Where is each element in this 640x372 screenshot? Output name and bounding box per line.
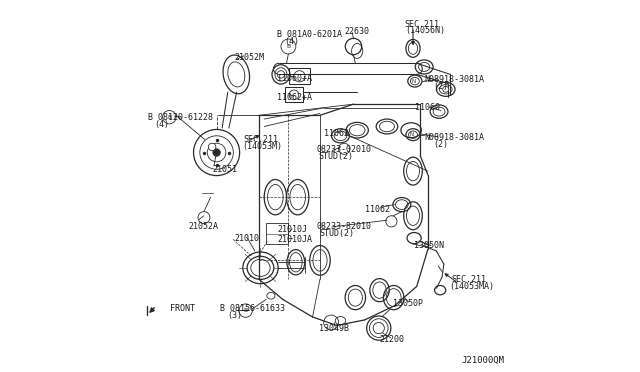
Text: 21010JA: 21010JA xyxy=(277,235,312,244)
Text: (14056N): (14056N) xyxy=(405,26,445,35)
Text: N: N xyxy=(410,132,413,137)
Text: (4): (4) xyxy=(285,37,300,46)
Text: 11062+A: 11062+A xyxy=(277,93,312,102)
Text: (3): (3) xyxy=(228,311,243,320)
Text: (14053MA): (14053MA) xyxy=(449,282,495,291)
Text: N08918-3081A: N08918-3081A xyxy=(424,76,484,84)
Text: N08918-3081A: N08918-3081A xyxy=(424,133,484,142)
Text: B 08120-61228: B 08120-61228 xyxy=(148,113,213,122)
Text: SEC.211: SEC.211 xyxy=(451,275,486,284)
Bar xyxy=(266,223,289,244)
Text: 13050P: 13050P xyxy=(392,299,422,308)
Text: 21010: 21010 xyxy=(234,234,259,243)
Text: STUD(2): STUD(2) xyxy=(319,229,355,238)
Text: 11060: 11060 xyxy=(415,103,440,112)
Text: 21051: 21051 xyxy=(212,165,237,174)
Bar xyxy=(289,68,310,84)
Text: 13050N: 13050N xyxy=(414,241,444,250)
Text: (2): (2) xyxy=(433,82,449,91)
Text: 13049B: 13049B xyxy=(319,324,349,333)
Text: 11062: 11062 xyxy=(324,129,349,138)
Text: B 08156-61633: B 08156-61633 xyxy=(220,304,285,313)
Circle shape xyxy=(277,71,285,78)
Text: B: B xyxy=(243,308,248,313)
Text: STUD(2): STUD(2) xyxy=(318,152,353,161)
Text: (4): (4) xyxy=(154,120,170,129)
Circle shape xyxy=(443,86,449,92)
Text: 21010J: 21010J xyxy=(277,225,307,234)
Text: B: B xyxy=(286,44,291,49)
Text: 22630: 22630 xyxy=(345,27,370,36)
Text: 08233-02010: 08233-02010 xyxy=(316,145,371,154)
Text: B: B xyxy=(167,115,172,120)
Text: N: N xyxy=(412,78,415,84)
Text: (2): (2) xyxy=(433,140,449,149)
Text: SEC.211: SEC.211 xyxy=(244,135,279,144)
Text: 11062: 11062 xyxy=(365,205,390,214)
Text: FRONT: FRONT xyxy=(170,304,195,313)
Text: 21200: 21200 xyxy=(380,335,404,344)
Text: 21052A: 21052A xyxy=(188,222,218,231)
Bar xyxy=(285,87,303,102)
Text: 11060+A: 11060+A xyxy=(277,74,312,83)
Text: 08233-82010: 08233-82010 xyxy=(316,222,371,231)
Circle shape xyxy=(213,149,220,156)
Circle shape xyxy=(209,143,216,151)
Text: J21000QM: J21000QM xyxy=(461,356,504,365)
Text: B 081A0-6201A: B 081A0-6201A xyxy=(277,30,342,39)
Text: SEC.211: SEC.211 xyxy=(405,20,440,29)
Text: (14053M): (14053M) xyxy=(242,142,282,151)
Text: 21052M: 21052M xyxy=(234,53,264,62)
